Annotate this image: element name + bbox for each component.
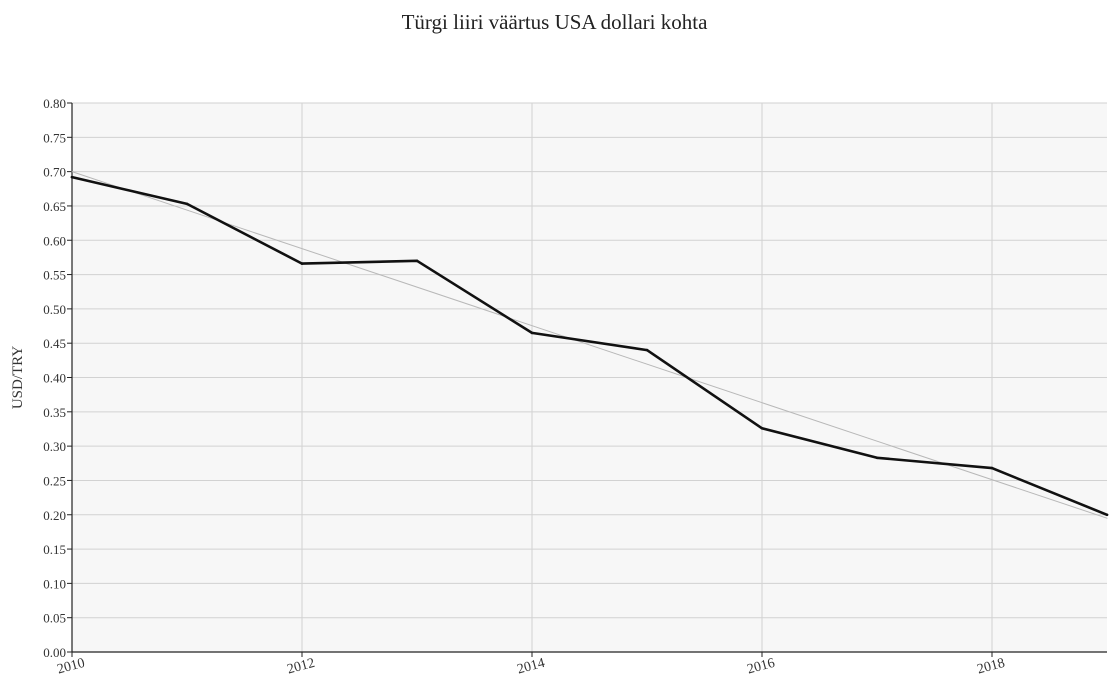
y-tick-label: 0.70	[43, 165, 66, 180]
data-point	[530, 331, 534, 335]
y-tick-label: 0.75	[43, 130, 66, 145]
y-tick-label: 0.60	[43, 233, 66, 248]
x-tick-label: 2018	[976, 656, 1007, 678]
y-tick-label: 0.40	[43, 371, 66, 386]
y-tick-label: 0.55	[43, 268, 66, 283]
x-tick-label: 2016	[746, 656, 777, 678]
data-point	[185, 202, 189, 206]
x-tick-label: 2012	[286, 656, 317, 678]
y-tick-label: 0.05	[43, 611, 66, 626]
x-tick-label: 2014	[516, 656, 547, 678]
data-line	[70, 175, 1109, 517]
data-point	[70, 175, 74, 179]
data-point	[760, 426, 764, 430]
y-tick-label: 0.80	[43, 96, 66, 111]
y-tick-label: 0.45	[43, 336, 66, 351]
y-tick-label: 0.65	[43, 199, 66, 214]
data-point	[415, 259, 419, 263]
x-tick-label: 2010	[56, 656, 87, 678]
y-axis-label: USD/TRY	[10, 346, 26, 410]
y-tick-label: 0.20	[43, 508, 66, 523]
data-point	[990, 466, 994, 470]
trend-line	[71, 171, 1108, 519]
y-tick-label: 0.30	[43, 439, 66, 454]
y-tick-label: 0.10	[43, 576, 66, 591]
chart-title: Türgi liiri väärtus USA dollari kohta	[401, 10, 708, 34]
y-tick-label: 0.50	[43, 302, 66, 317]
data-point	[1105, 513, 1109, 517]
y-tick-label: 0.35	[43, 405, 66, 420]
y-tick-label: 0.00	[43, 645, 66, 660]
y-tick-label: 0.25	[43, 473, 66, 488]
y-tick-label: 0.15	[43, 542, 66, 557]
data-point	[875, 456, 879, 460]
data-point	[300, 262, 304, 265]
data-point	[645, 348, 649, 352]
